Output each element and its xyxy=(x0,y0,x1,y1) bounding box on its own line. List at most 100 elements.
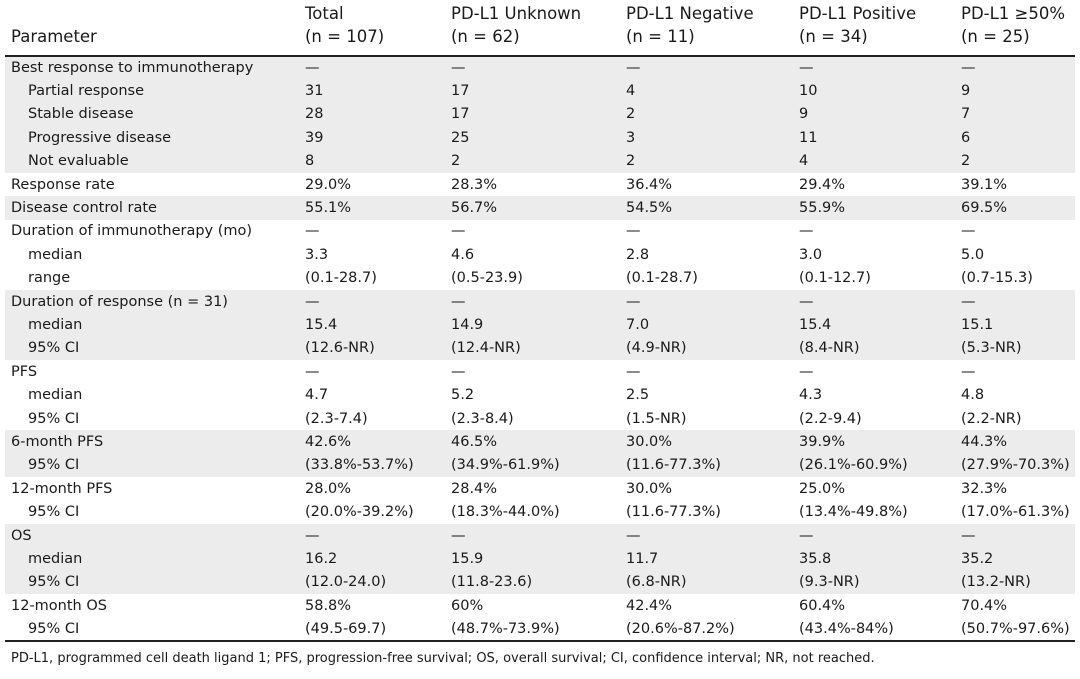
table-cell: 25.0% xyxy=(799,480,846,497)
row-label: Not evaluable xyxy=(5,149,305,173)
table-cell: 30.0% xyxy=(626,480,673,497)
table-row: 95% CI (2.3-7.4) (2.3-8.4) (1.5-NR) (2.2-9.4… xyxy=(5,407,1075,430)
table-cell: 11.7 xyxy=(626,547,799,571)
table-cell: 58.8% xyxy=(305,597,352,614)
row-label: PFS xyxy=(11,363,38,380)
table-row: range (0.1-28.7) (0.5-23.9) (0.1-28.7) (0.1-… xyxy=(5,267,1075,290)
row-label: Partial response xyxy=(5,79,305,103)
table-header: Parameter Total (n = 107) PD-L1 Unknown (n =… xyxy=(5,0,1075,56)
table-cell: 4.3 xyxy=(799,387,823,404)
column-header-title: Total xyxy=(305,4,344,23)
table-cell: (2.3-7.4) xyxy=(305,410,368,427)
table-cell: (27.9%-70.3%) xyxy=(961,453,1075,478)
table-cell: 16.2 xyxy=(305,547,451,571)
table-cell: 42.6% xyxy=(305,430,451,454)
row-label: 95% CI xyxy=(5,617,305,642)
table-row: 95% CI (33.8%-53.7%) (34.9%-61.9%) (11.6-77… xyxy=(5,453,1075,478)
table-cell: 4.8 xyxy=(961,387,985,404)
table-cell: 46.5% xyxy=(451,430,626,454)
table-cell: — xyxy=(799,289,961,314)
table-row: Stable disease 28 17 2 9 7 xyxy=(5,102,1075,127)
row-label: 12-month OS xyxy=(11,597,107,614)
table-cell: (20.0%-39.2%) xyxy=(305,504,414,521)
table-cell: 14.9 xyxy=(451,313,626,337)
column-header: Parameter xyxy=(5,0,305,56)
table-row: Progressive disease 39 25 3 11 6 xyxy=(5,126,1075,150)
table-cell: (49.5-69.7) xyxy=(305,617,451,642)
table-cell: (2.2-NR) xyxy=(961,410,1022,427)
column-header-subtitle: Parameter xyxy=(11,27,97,46)
table-cell: (4.9-NR) xyxy=(626,336,799,361)
column-header-title: PD-L1 Unknown xyxy=(451,4,582,23)
table-row: 12-month OS 58.8% 60% 42.4% 60.4% 70.4% xyxy=(5,594,1075,617)
table-cell: 17 xyxy=(451,102,626,127)
column-header: PD-L1 Positive (n = 34) xyxy=(799,0,961,56)
table-cell: (26.1%-60.9%) xyxy=(799,453,961,478)
table-row: Disease control rate 55.1% 56.7% 54.5% 55.9%… xyxy=(5,196,1075,220)
table-cell: — xyxy=(799,56,961,80)
table-cell: (33.8%-53.7%) xyxy=(305,453,451,478)
row-label: Best response to immunotherapy xyxy=(5,56,305,80)
row-label: median xyxy=(5,547,305,571)
table-cell: — xyxy=(961,289,1075,314)
row-label: 6-month PFS xyxy=(5,430,305,454)
table-cell: (5.3-NR) xyxy=(961,336,1075,361)
table-cell: — xyxy=(799,223,814,240)
table-cell: 8 xyxy=(305,149,451,173)
table-cell: — xyxy=(451,523,626,548)
column-header: PD-L1 Negative (n = 11) xyxy=(626,0,799,56)
row-label: 95% CI xyxy=(5,336,305,361)
table-cell: 15.9 xyxy=(451,547,626,571)
table-row: Response rate 29.0% 28.3% 36.4% 29.4% 39.1% xyxy=(5,173,1075,196)
table-cell: 60.4% xyxy=(799,597,846,614)
table-cell: 56.7% xyxy=(451,196,626,220)
table-cell: (12.6-NR) xyxy=(305,336,451,361)
table-body: Best response to immunotherapy — — — — — Parti… xyxy=(5,56,1075,642)
table-cell: 3.3 xyxy=(305,246,329,263)
table-cell: — xyxy=(305,523,451,548)
table-row: PFS — — — — — xyxy=(5,360,1075,383)
table-row: median 16.2 15.9 11.7 35.8 35.2 xyxy=(5,547,1075,571)
table-cell: 3 xyxy=(626,126,799,150)
table-cell: (6.8-NR) xyxy=(626,570,799,594)
table-cell: (2.3-8.4) xyxy=(451,410,514,427)
table-cell: 2 xyxy=(626,102,799,127)
table-cell: 17 xyxy=(451,79,626,103)
table-cell: 28.4% xyxy=(451,480,498,497)
footnote: PD-L1, programmed cell death ligand 1; P… xyxy=(11,651,875,666)
table-cell: — xyxy=(451,289,626,314)
table-row: Partial response 31 17 4 10 9 xyxy=(5,79,1075,103)
table-cell: (8.4-NR) xyxy=(799,336,961,361)
table-cell: (11.8-23.6) xyxy=(451,570,626,594)
table-cell: 28 xyxy=(305,102,451,127)
table-cell: — xyxy=(626,289,799,314)
table-cell: (17.0%-61.3%) xyxy=(961,504,1070,521)
table-cell: 4 xyxy=(799,149,961,173)
table-cell: 7.0 xyxy=(626,313,799,337)
table-cell: (11.6-77.3%) xyxy=(626,504,721,521)
table-row: 12-month PFS 28.0% 28.4% 30.0% 25.0% 32.3% xyxy=(5,477,1075,500)
table-cell: 2.5 xyxy=(626,387,650,404)
table-cell: 6 xyxy=(961,126,1075,150)
table-row: median 4.7 5.2 2.5 4.3 4.8 xyxy=(5,383,1075,406)
table-cell: — xyxy=(961,363,976,380)
table-row: 6-month PFS 42.6% 46.5% 30.0% 39.9% 44.3% xyxy=(5,430,1075,454)
table-cell: 69.5% xyxy=(961,196,1075,220)
table-row: Best response to immunotherapy — — — — — xyxy=(5,56,1075,80)
table-cell: (12.0-24.0) xyxy=(305,570,451,594)
table-cell: (20.6%-87.2%) xyxy=(626,617,799,642)
row-label: 12-month PFS xyxy=(11,480,113,497)
column-header-title: PD-L1 ≥50% xyxy=(961,4,1066,23)
row-label: OS xyxy=(5,523,305,548)
table-cell: (9.3-NR) xyxy=(799,570,961,594)
table-cell: 4 xyxy=(626,79,799,103)
table-cell: 39.9% xyxy=(799,430,961,454)
table-cell: 3.0 xyxy=(799,246,823,263)
table-row: Not evaluable 8 2 2 4 2 xyxy=(5,149,1075,173)
column-header: PD-L1 ≥50% (n = 25) xyxy=(961,0,1075,56)
table-cell: 35.8 xyxy=(799,547,961,571)
table-row: OS — — — — — xyxy=(5,523,1075,548)
table-cell: — xyxy=(305,289,451,314)
table-cell: (34.9%-61.9%) xyxy=(451,453,626,478)
table-cell: 10 xyxy=(799,79,961,103)
